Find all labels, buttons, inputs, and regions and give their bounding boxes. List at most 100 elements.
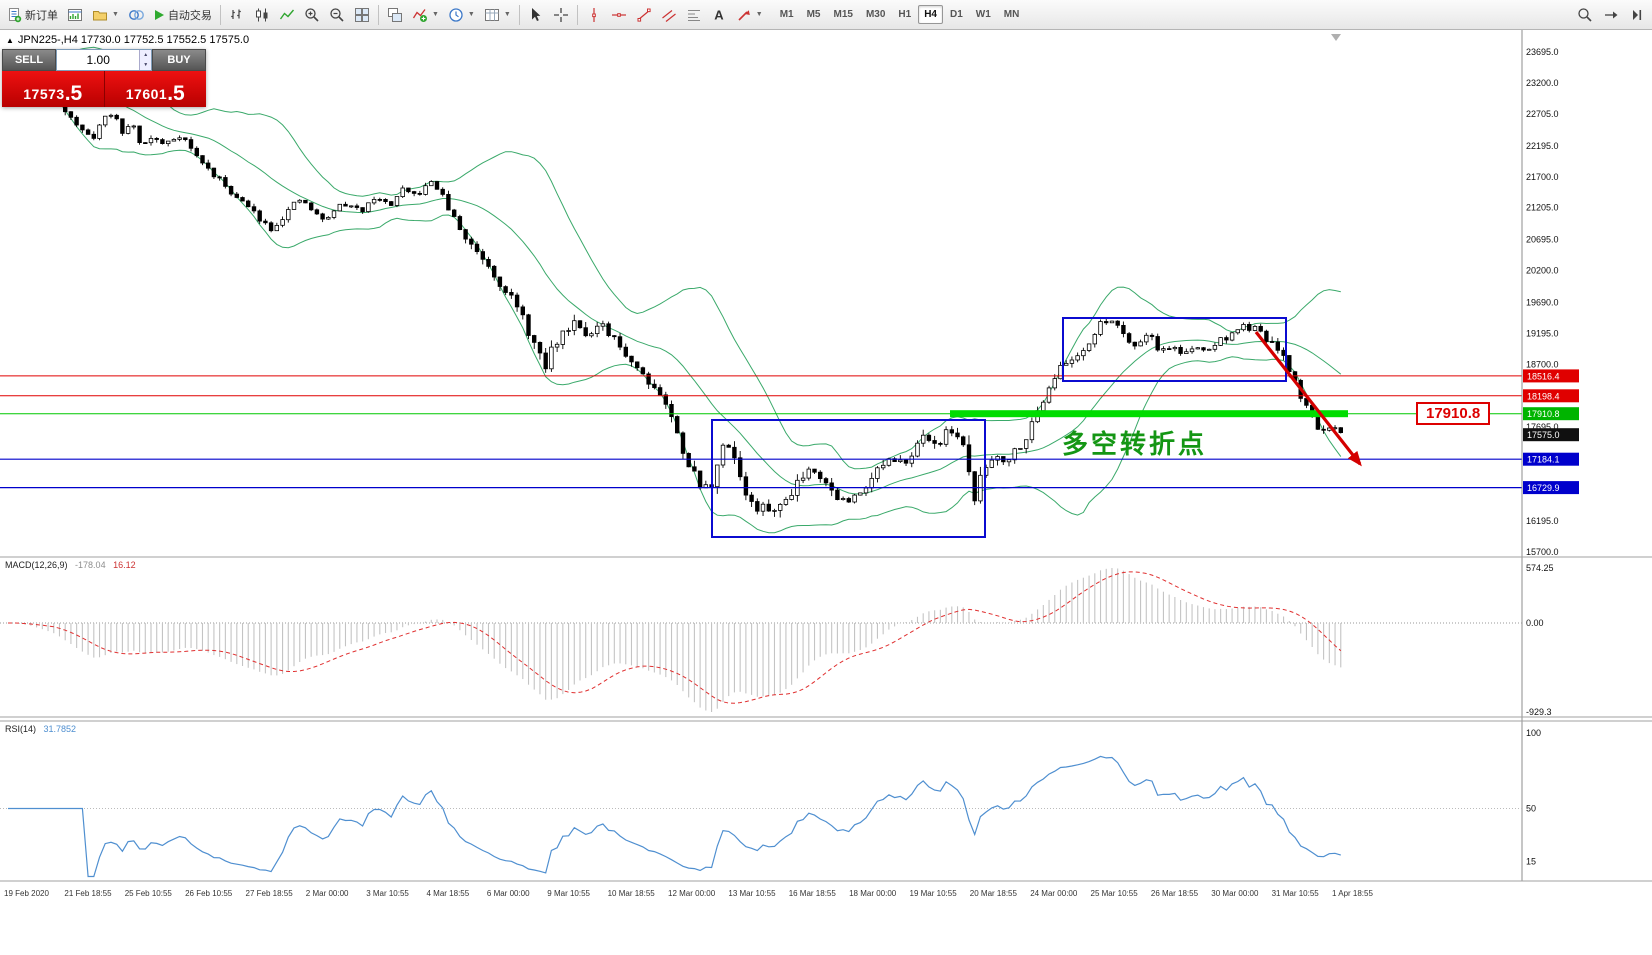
svg-text:20 Mar 18:55: 20 Mar 18:55 [970, 889, 1018, 898]
search-button[interactable] [1573, 3, 1597, 27]
chart-shift-button[interactable] [1599, 3, 1623, 27]
profiles-button[interactable]: ▼ [88, 3, 123, 27]
new-order-button[interactable]: 新订单 [3, 3, 62, 27]
trendline-tool-button[interactable] [632, 3, 656, 27]
timeframe-M5[interactable]: M5 [806, 9, 821, 20]
new-chart-icon [68, 8, 82, 21]
buy-button[interactable]: BUY [152, 49, 206, 71]
autotrade-button[interactable]: 自动交易 [149, 3, 216, 27]
candlestick-chart-button[interactable] [250, 3, 274, 27]
buy-price[interactable]: 17601 .5 [105, 71, 207, 107]
svg-text:17575.0: 17575.0 [1527, 430, 1560, 440]
volume-up-icon[interactable]: ▲ [143, 51, 149, 58]
one-click-trading-panel: SELL ▲ ▼ BUY 17573 .5 17601 .5 [2, 49, 206, 107]
chart-shift-icon [1605, 11, 1618, 18]
profiles-caret-icon: ▼ [112, 11, 119, 18]
svg-text:19690.0: 19690.0 [1526, 298, 1559, 308]
svg-text:12 Mar 00:00: 12 Mar 00:00 [668, 889, 716, 898]
svg-text:15700.0: 15700.0 [1526, 547, 1559, 557]
text-icon: A [714, 7, 724, 22]
new-chart-button[interactable] [63, 3, 87, 27]
macd-label: MACD(12,26,9) -178.04 16.12 [5, 560, 136, 570]
zoom-in-button[interactable] [300, 3, 324, 27]
vertical-line-tool-button[interactable] [582, 3, 606, 27]
svg-text:16729.9: 16729.9 [1527, 483, 1560, 493]
indicators-button[interactable]: ▼ [408, 3, 443, 27]
templates-button[interactable]: ▼ [480, 3, 515, 27]
timeframe-M15[interactable]: M15 [833, 9, 853, 20]
auto-scroll-button[interactable] [1625, 3, 1649, 27]
line-chart-icon [279, 9, 294, 19]
crosshair-tool-button[interactable] [549, 3, 573, 27]
periods-caret-icon: ▼ [467, 11, 475, 18]
timeframe-M1[interactable]: M1 [779, 9, 794, 20]
volume-spinner: ▲ ▼ [139, 50, 151, 70]
timeframe-W1[interactable]: W1 [975, 9, 991, 20]
volume-down-icon[interactable]: ▼ [143, 61, 149, 68]
svg-text:13 Mar 10:55: 13 Mar 10:55 [728, 889, 776, 898]
svg-text:31 Mar 10:55: 31 Mar 10:55 [1272, 889, 1320, 898]
zoom-out-button[interactable] [325, 3, 349, 27]
svg-text:27 Feb 18:55: 27 Feb 18:55 [246, 889, 294, 898]
volume-input[interactable] [57, 50, 140, 70]
new-order-icon [9, 7, 22, 22]
svg-text:50: 50 [1526, 804, 1536, 814]
periods-button[interactable]: ▼ [444, 3, 479, 27]
svg-text:22195.0: 22195.0 [1526, 141, 1559, 151]
price-axis: 23695.0 23200.0 22705.0 22195.0 21700.0 21205… [1521, 30, 1579, 881]
svg-text:-929.3: -929.3 [1526, 707, 1552, 717]
timeframe-MN[interactable]: MN [1003, 9, 1020, 20]
macd-main-value: -178.04 [75, 560, 106, 570]
fibonacci-tool-button[interactable] [682, 3, 706, 27]
cursor-tool-button[interactable] [524, 3, 548, 27]
vertical-line-icon [591, 7, 596, 22]
autotrade-label: 自动交易 [167, 9, 212, 22]
community-button[interactable] [124, 3, 148, 27]
time-axis: 19 Feb 2020 21 Feb 18:55 25 Feb 10:55 26 Fe… [4, 889, 1373, 898]
tile-windows-button[interactable] [350, 3, 374, 27]
svg-text:19 Feb 2020: 19 Feb 2020 [4, 889, 49, 898]
drawing-objects [711, 34, 1362, 538]
svg-text:25 Feb 10:55: 25 Feb 10:55 [125, 889, 173, 898]
svg-text:A: A [714, 7, 724, 22]
buy-price-frac: .5 [167, 82, 185, 105]
arrows-tool-button[interactable]: ▼ [732, 3, 767, 27]
svg-text:18198.4: 18198.4 [1527, 391, 1560, 401]
svg-text:17184.1: 17184.1 [1527, 455, 1560, 465]
svg-text:10 Mar 18:55: 10 Mar 18:55 [608, 889, 656, 898]
sell-price[interactable]: 17573 .5 [2, 71, 105, 107]
svg-text:18 Mar 00:00: 18 Mar 00:00 [849, 889, 897, 898]
price-lines [0, 375, 1522, 489]
sell-button[interactable]: SELL [2, 49, 56, 71]
svg-text:100: 100 [1526, 728, 1541, 738]
bar-chart-icon [231, 9, 241, 19]
horizontal-line-tool-button[interactable] [607, 3, 631, 27]
svg-text:16195.0: 16195.0 [1526, 516, 1559, 526]
cascade-windows-button[interactable] [383, 3, 407, 27]
auto-scroll-icon [1633, 9, 1642, 20]
svg-text:19195.0: 19195.0 [1526, 328, 1559, 338]
separator [377, 4, 379, 25]
turning-point-annotation: 多空转折点 [1062, 429, 1208, 459]
svg-text:21205.0: 21205.0 [1526, 203, 1559, 213]
svg-text:18516.4: 18516.4 [1527, 371, 1560, 381]
channel-tool-button[interactable] [657, 3, 681, 27]
rsi-panel: 100 50 15 [0, 728, 1541, 878]
timeframe-D1[interactable]: D1 [950, 9, 963, 20]
svg-text:20695.0: 20695.0 [1526, 235, 1559, 245]
svg-text:4 Mar 18:55: 4 Mar 18:55 [427, 889, 470, 898]
new-order-label: 新订单 [25, 9, 58, 22]
toolbar: 新订单 ▼ 自动交易 ▼ ▼ ▼ A ▼ M1 M5 M15 M30 H1 H4 D1 W1 M… [0, 0, 1652, 30]
line-chart-button[interactable] [275, 3, 299, 27]
timeframe-M30[interactable]: M30 [865, 9, 886, 20]
text-tool-button[interactable]: A [707, 3, 731, 27]
arrows-tool-icon [738, 9, 750, 21]
macd-panel: 574.25 0.00 -929.3 [0, 563, 1554, 717]
bar-chart-button[interactable] [225, 3, 249, 27]
timeframe-H1[interactable]: H1 [898, 9, 912, 20]
svg-text:25 Mar 10:55: 25 Mar 10:55 [1091, 889, 1139, 898]
templates-icon [484, 8, 499, 21]
timeframe-H4[interactable]: H4 [918, 5, 943, 24]
